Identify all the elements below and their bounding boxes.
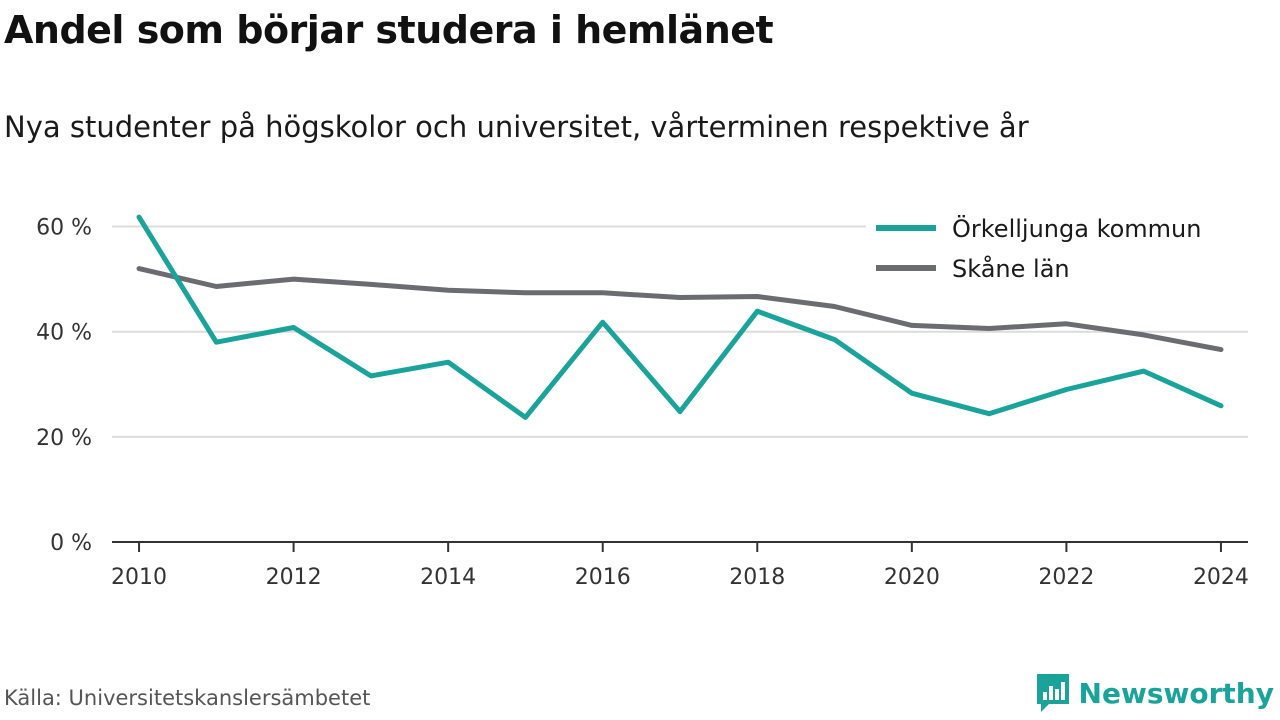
x-tick-label: 2018 [729,565,785,590]
x-tick-label: 2014 [420,565,476,590]
x-tick-label: 2010 [111,565,167,590]
x-tick-label: 2016 [575,565,631,590]
x-tick-label: 2022 [1038,565,1094,590]
y-tick-label: 0 % [50,531,92,556]
legend-background [866,208,1248,296]
series-line [136,214,1224,420]
legend: Örkelljunga kommun Skåne län [866,208,1248,296]
chart-subtitle: Nya studenter på högskolor och universit… [4,110,1029,144]
newsworthy-logo-icon [1036,674,1069,712]
x-tick-label: 2020 [884,565,940,590]
legend-label: Örkelljunga kommun [952,214,1201,243]
line-chart: 0 % 20 % 40 % 60 % 2010 2012 2014 2016 2018 2020… [36,208,1249,590]
series-line [136,266,1224,353]
x-tick-label: 2012 [266,565,322,590]
brand-logo: Newsworthy [1035,672,1274,714]
y-axis: 0 % 20 % 40 % 60 % [36,216,92,556]
legend-label: Skåne län [952,254,1070,283]
x-axis: 2010 2012 2014 2016 2018 2020 2022 2024 [111,541,1249,590]
source-note: Källa: Universitetskanslersämbetet [4,686,371,710]
y-tick-label: 60 % [36,216,92,241]
y-tick-label: 20 % [36,426,92,451]
series-lines [136,214,1224,420]
x-tick-label: 2024 [1193,565,1249,590]
brand-name: Newsworthy [1078,676,1274,710]
chart-title: Andel som börjar studera i hemlänet [4,8,774,52]
y-tick-label: 40 % [36,321,92,346]
